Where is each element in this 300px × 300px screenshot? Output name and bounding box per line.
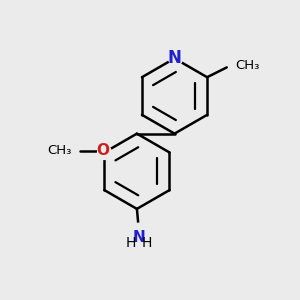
Text: H: H xyxy=(125,236,136,250)
Text: O: O xyxy=(96,143,109,158)
Text: CH₃: CH₃ xyxy=(47,144,72,157)
Text: N: N xyxy=(168,50,182,68)
Text: H: H xyxy=(142,236,152,250)
Text: N: N xyxy=(132,230,145,245)
Text: CH₃: CH₃ xyxy=(235,59,259,72)
